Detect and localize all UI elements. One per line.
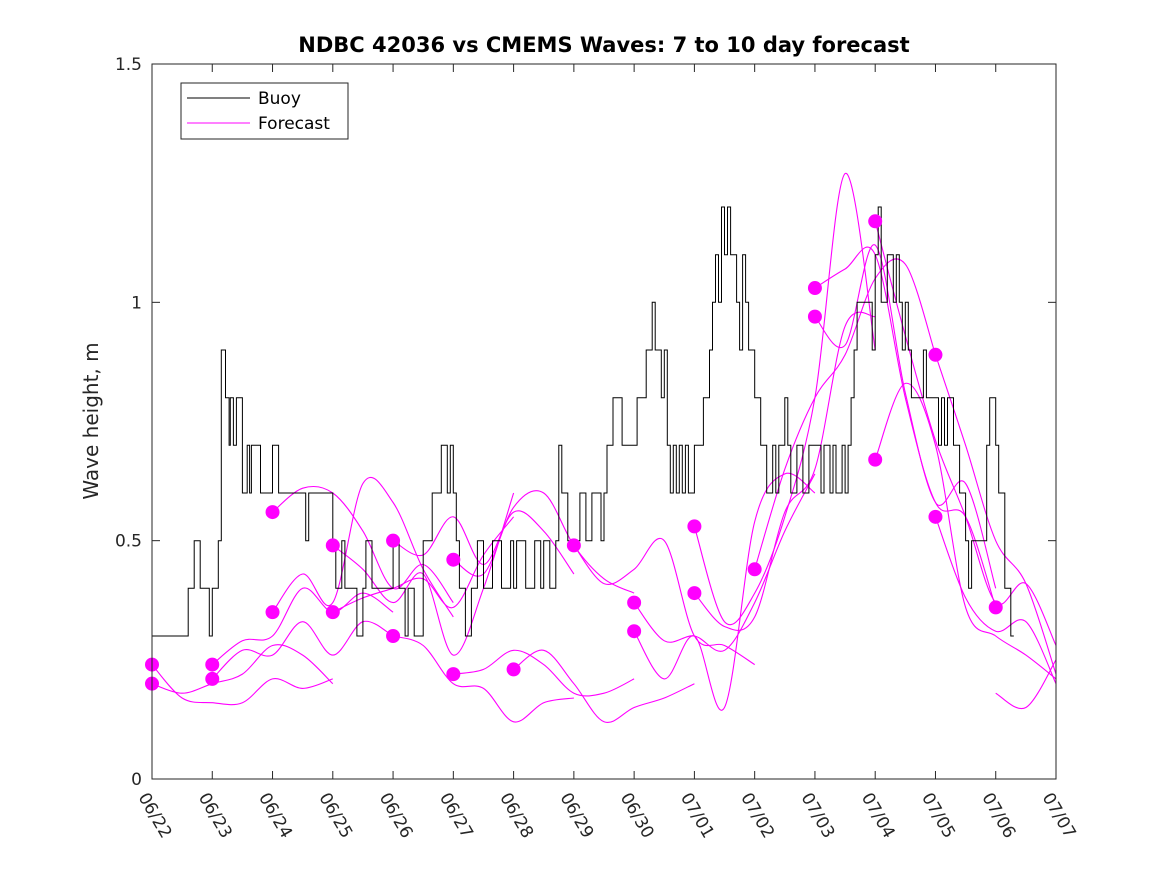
forecast-marker-13 (506, 662, 521, 677)
forecast-line-26 (995, 659, 1057, 710)
forecast-line-13 (513, 649, 695, 724)
forecast-line-1 (151, 664, 333, 706)
forecast-marker-17 (687, 519, 702, 534)
forecast-marker-22 (868, 214, 883, 229)
forecast-line-17 (693, 173, 876, 625)
legend: Buoy Forecast (180, 82, 349, 140)
forecast-line-14 (573, 537, 755, 666)
buoy-line (152, 206, 1014, 637)
forecast-line-19 (754, 258, 937, 570)
forecast-line-10 (392, 635, 574, 723)
axes-box (151, 63, 1057, 780)
forecast-line-25 (934, 516, 1057, 684)
forecast-line-23 (874, 382, 1057, 680)
forecast-marker-11 (446, 552, 461, 567)
series-layer (145, 173, 1057, 724)
forecast-marker-23 (868, 452, 883, 467)
y-axis-label: Wave height, m (79, 342, 103, 499)
y-tick-label: 1 (131, 293, 142, 313)
forecast-marker-6 (265, 605, 280, 620)
forecast-marker-26 (988, 600, 1003, 615)
plot-area (152, 64, 1056, 779)
forecast-marker-24 (928, 347, 943, 362)
legend-forecast-label: Forecast (258, 114, 330, 134)
legend-box (180, 82, 349, 140)
forecast-line-18 (693, 311, 876, 631)
forecast-marker-7 (325, 538, 340, 553)
chart-title: NDBC 42036 vs CMEMS Waves: 7 to 10 day f… (298, 33, 909, 57)
y-tick-label: 0 (131, 770, 142, 790)
forecast-marker-20 (807, 281, 822, 296)
forecast-marker-8 (325, 605, 340, 620)
forecast-marker-25 (928, 509, 943, 524)
forecast-marker-9 (386, 533, 401, 548)
forecast-line-12 (453, 649, 635, 697)
forecast-marker-16 (627, 624, 642, 639)
forecast-marker-4 (205, 671, 220, 686)
forecast-marker-15 (627, 595, 642, 610)
forecast-line-2 (151, 644, 334, 694)
forecast-marker-21 (807, 309, 822, 324)
y-tick-label: 0.5 (115, 532, 142, 552)
forecast-marker-12 (446, 667, 461, 682)
forecast-line-15 (633, 473, 816, 652)
forecast-line-24 (934, 354, 1057, 675)
forecast-marker-10 (386, 629, 401, 643)
forecast-marker-5 (265, 505, 280, 520)
legend-buoy-label: Buoy (258, 89, 301, 109)
forecast-marker-14 (566, 538, 581, 553)
forecast-marker-3 (205, 657, 220, 672)
y-tick-label: 1.5 (115, 55, 142, 75)
forecast-line-21 (814, 244, 997, 589)
forecast-marker-19 (747, 562, 762, 577)
forecast-marker-18 (687, 586, 702, 601)
